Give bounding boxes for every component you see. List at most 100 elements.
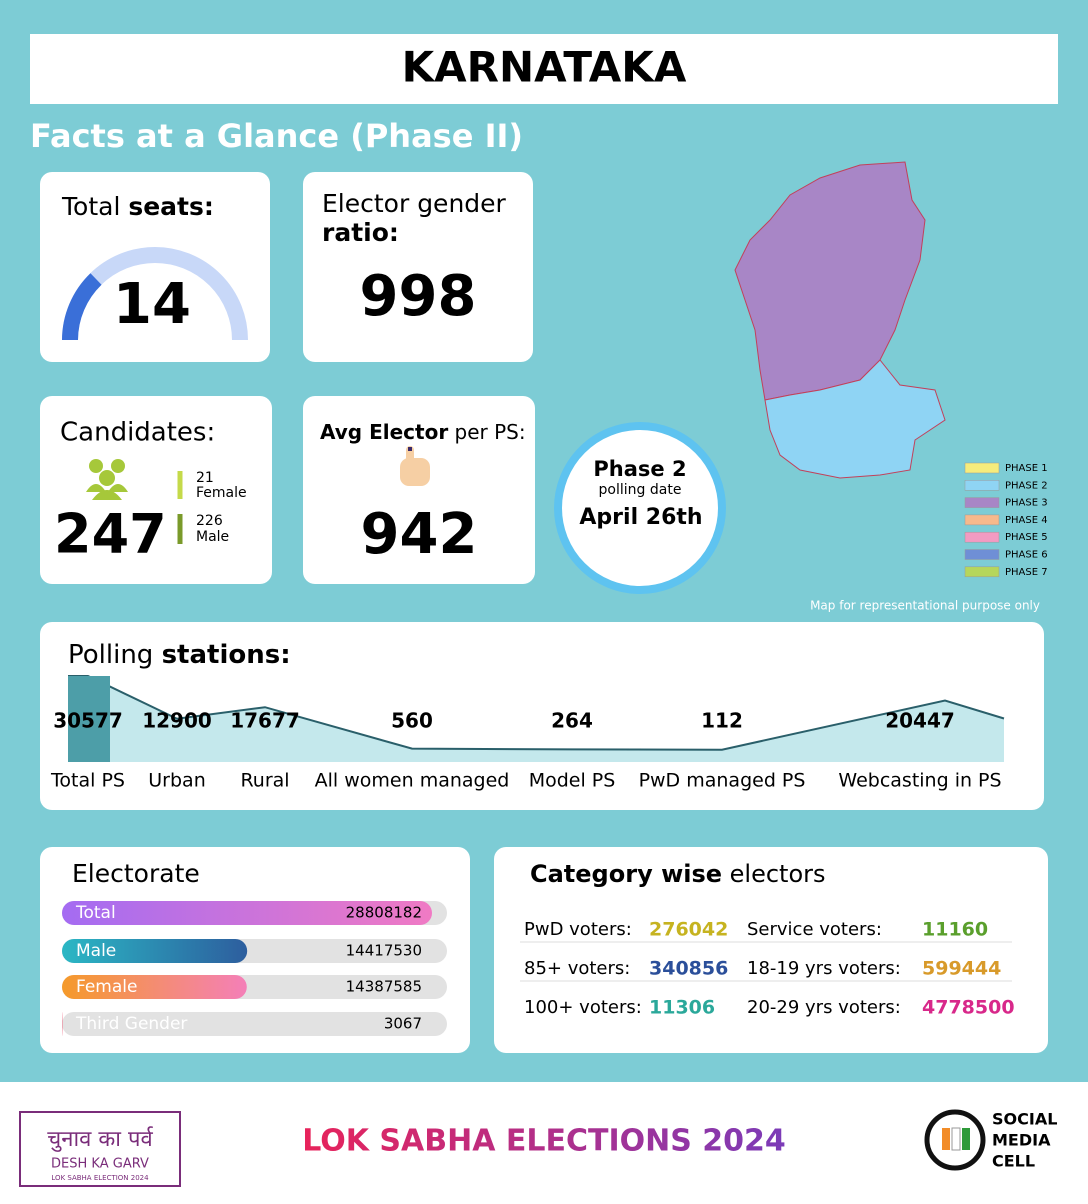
polling-value: 12900	[142, 709, 212, 733]
title-bold: Category wise	[530, 860, 722, 888]
bar-label: Male	[76, 941, 116, 961]
bar	[62, 901, 432, 925]
legend-swatch	[964, 462, 1000, 474]
map-legend: PHASE 1 PHASE 2 PHASE 3 PHASE 4 PHASE 5 PHASE…	[964, 462, 1048, 578]
polling-label: Polling stations:	[68, 640, 291, 670]
polling-area	[68, 676, 1004, 762]
bar	[62, 975, 247, 999]
candidates-card	[40, 396, 272, 584]
electorate-bars: Total 28808182 Male 14417530 Female 14387585 T…	[62, 901, 447, 1036]
category-value: 4778500	[922, 997, 1015, 1019]
legend-swatch	[964, 480, 1000, 491]
ratio-value: 998	[360, 264, 477, 329]
ratio-label-bold: ratio:	[322, 218, 399, 247]
footer	[0, 1082, 1088, 1200]
avg-value: 942	[361, 502, 478, 567]
legend-label: PHASE 1	[1005, 463, 1048, 474]
electorate-title: Electorate	[72, 859, 200, 888]
cell-1: SOCIAL	[992, 1110, 1057, 1129]
category-value: 11306	[649, 997, 715, 1019]
ratio-card	[303, 172, 533, 362]
polling-value: 17677	[230, 709, 300, 733]
bar	[62, 939, 248, 963]
polling-category: Webcasting in PS	[838, 770, 1001, 792]
legend-label: PHASE 4	[1005, 515, 1048, 526]
legend-swatch	[964, 514, 1000, 526]
title: electors	[722, 860, 826, 888]
category-label: 20-29 yrs voters:	[747, 997, 901, 1018]
female-label: Female	[196, 485, 247, 501]
avg-label: Avg Elector per PS:	[320, 420, 526, 444]
seats-value: 14	[113, 272, 191, 337]
bar-value: 14387585	[346, 978, 422, 996]
finger-icon	[400, 446, 430, 486]
phase-date: April 26th	[579, 505, 702, 530]
gauge-fill	[62, 273, 102, 341]
cell-icon	[924, 1109, 986, 1171]
legend-label: PHASE 6	[1005, 550, 1048, 561]
label-bold: stations:	[162, 640, 291, 670]
legend-swatch	[964, 531, 1000, 543]
bar-value: 14417530	[346, 942, 422, 960]
category-card	[494, 847, 1048, 1053]
map-south	[764, 359, 946, 479]
category-value: 276042	[649, 919, 728, 941]
category-value: 11160	[922, 919, 988, 941]
polling-line	[68, 675, 1005, 751]
logo-sub: LOK SABHA ELECTION 2024	[51, 1174, 149, 1182]
cell-2: MEDIA	[992, 1131, 1051, 1150]
category-label: PwD voters:	[524, 919, 632, 940]
people-icon	[86, 459, 128, 500]
legend-label: PHASE 2	[1005, 480, 1048, 491]
polling-category: Model PS	[529, 770, 616, 792]
bar-track	[62, 1012, 447, 1036]
phase-subtitle: polling date	[599, 482, 682, 498]
logo-box	[19, 1111, 181, 1187]
category-title: Category wise electors	[530, 860, 826, 888]
seats-card	[40, 172, 270, 362]
category-label: Service voters:	[747, 919, 882, 940]
bar-label: Third Gender	[75, 1014, 187, 1034]
cell-3: CELL	[992, 1152, 1035, 1171]
polling-chart: 30577 Total PS 12900 Urban 17677 Rural 560 All …	[50, 675, 1005, 792]
female-value: 21	[196, 470, 214, 486]
label: Total	[61, 192, 128, 221]
polling-value: 20447	[885, 709, 955, 733]
category-label: 100+ voters:	[524, 997, 642, 1018]
bar	[62, 1012, 63, 1036]
logo-hindi: चुनाव का पर्व	[47, 1126, 153, 1152]
legend-label: PHASE 7	[1005, 567, 1048, 578]
polling-value: 30577	[53, 709, 123, 733]
avg-card	[303, 396, 535, 584]
category-label: 85+ voters:	[524, 958, 630, 979]
bar-value: 3067	[384, 1015, 422, 1033]
polling-value: 264	[551, 709, 593, 733]
bar-label: Female	[76, 977, 137, 997]
total-ps-bar	[68, 676, 110, 762]
polling-card	[40, 622, 1044, 810]
bar-value: 28808182	[346, 904, 422, 922]
subtitle: Facts at a Glance (Phase II)	[30, 117, 523, 155]
map-note: Map for representational purpose only	[810, 599, 1040, 613]
polling-category: Urban	[148, 770, 205, 792]
category-label: 18-19 yrs voters:	[747, 958, 901, 979]
polling-value: 560	[391, 709, 433, 733]
polling-category: All women managed	[315, 770, 510, 792]
male-label: Male	[196, 529, 229, 545]
label-bold: Avg Elector	[320, 420, 448, 444]
category-value: 599444	[922, 958, 1001, 980]
candidates-label: Candidates:	[60, 418, 215, 448]
seats-label: Total seats:	[61, 192, 214, 221]
legend-label: PHASE 3	[1005, 498, 1048, 509]
footer-title: LOK SABHA ELECTIONS 2024	[302, 1124, 786, 1159]
header-box	[30, 34, 1058, 104]
label: per PS:	[448, 420, 525, 444]
legend-label: PHASE 5	[1005, 532, 1048, 543]
title: KARNATAKA	[402, 43, 687, 92]
polling-category: Rural	[240, 770, 289, 792]
ratio-label: Elector gender	[322, 189, 507, 218]
legend-swatch	[964, 549, 1000, 560]
category-table: PwD voters: 276042 Service voters: 11160 85+…	[520, 919, 1015, 1019]
phase-circle	[554, 422, 726, 594]
